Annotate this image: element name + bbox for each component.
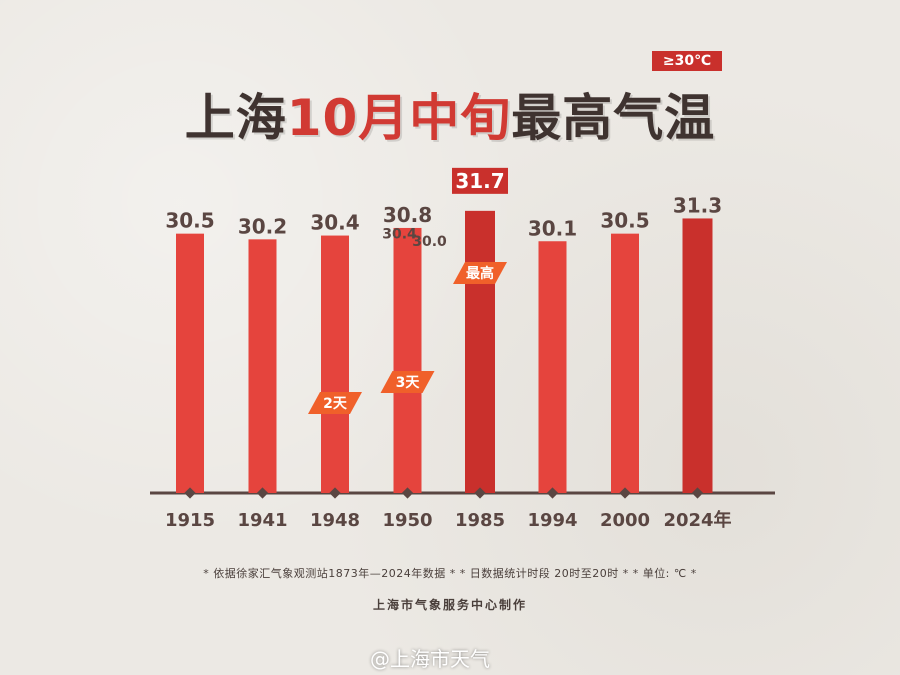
- bar: [465, 210, 495, 493]
- tag-shape: [453, 262, 507, 284]
- category-label: 1948: [310, 510, 360, 531]
- data-label: 31.3: [673, 193, 722, 217]
- tag-label: 2天: [323, 396, 348, 412]
- category-label: 2024年: [663, 509, 731, 531]
- axis-tick-marker: [619, 487, 631, 499]
- data-label: 30.5: [600, 209, 649, 233]
- axis-tick-marker: [401, 487, 414, 499]
- data-label: 30.1: [528, 216, 577, 240]
- axis-tick-marker: [329, 487, 341, 499]
- secondary-data-label: 30.4: [382, 227, 417, 243]
- credit: 上海市气象服务中心制作: [372, 598, 527, 612]
- data-label: 30.8: [383, 203, 432, 227]
- category-label: 1950: [382, 510, 432, 531]
- bar: [393, 227, 422, 493]
- axis-tick-marker: [256, 487, 269, 499]
- title-part2: 最高气温: [511, 89, 716, 147]
- tag-label: 3天: [396, 375, 421, 391]
- category-label: 1941: [237, 510, 287, 531]
- bar: [538, 241, 567, 493]
- category-label: 1985: [455, 510, 505, 531]
- footnote: * 依据徐家汇气象观测站1873年—2024年数据 * * 日数据统计时段 20…: [203, 567, 697, 580]
- bar: [176, 233, 204, 493]
- tag-label: 最高: [466, 265, 494, 282]
- max-value-box: [452, 167, 508, 194]
- data-label: 30.5: [165, 209, 214, 233]
- bar: [682, 218, 713, 493]
- axis-tick-marker: [691, 487, 704, 499]
- data-label: 31.7: [455, 169, 504, 193]
- axis-tick-marker: [474, 487, 486, 499]
- secondary-data-label: 30.0: [412, 234, 447, 250]
- category-label: 1994: [527, 510, 577, 531]
- title-part1: 上海: [184, 89, 287, 147]
- bar: [611, 233, 639, 493]
- category-label: 1915: [165, 510, 215, 531]
- threshold-badge: ≥30℃: [652, 51, 722, 71]
- tag-shape: [308, 392, 362, 414]
- watermark: @上海市天气: [370, 647, 490, 671]
- category-label: 2000: [600, 510, 650, 531]
- axis-tick-marker: [184, 487, 196, 499]
- bar: [321, 235, 349, 494]
- title-accent: 10月中旬: [286, 89, 512, 147]
- data-label: 30.4: [310, 211, 359, 235]
- axis-tick-marker: [546, 487, 559, 499]
- data-label: 30.2: [238, 214, 287, 238]
- bar: [248, 239, 277, 493]
- page-title: 上海10月中旬最高气温: [0, 78, 900, 150]
- tag-shape: [380, 371, 435, 393]
